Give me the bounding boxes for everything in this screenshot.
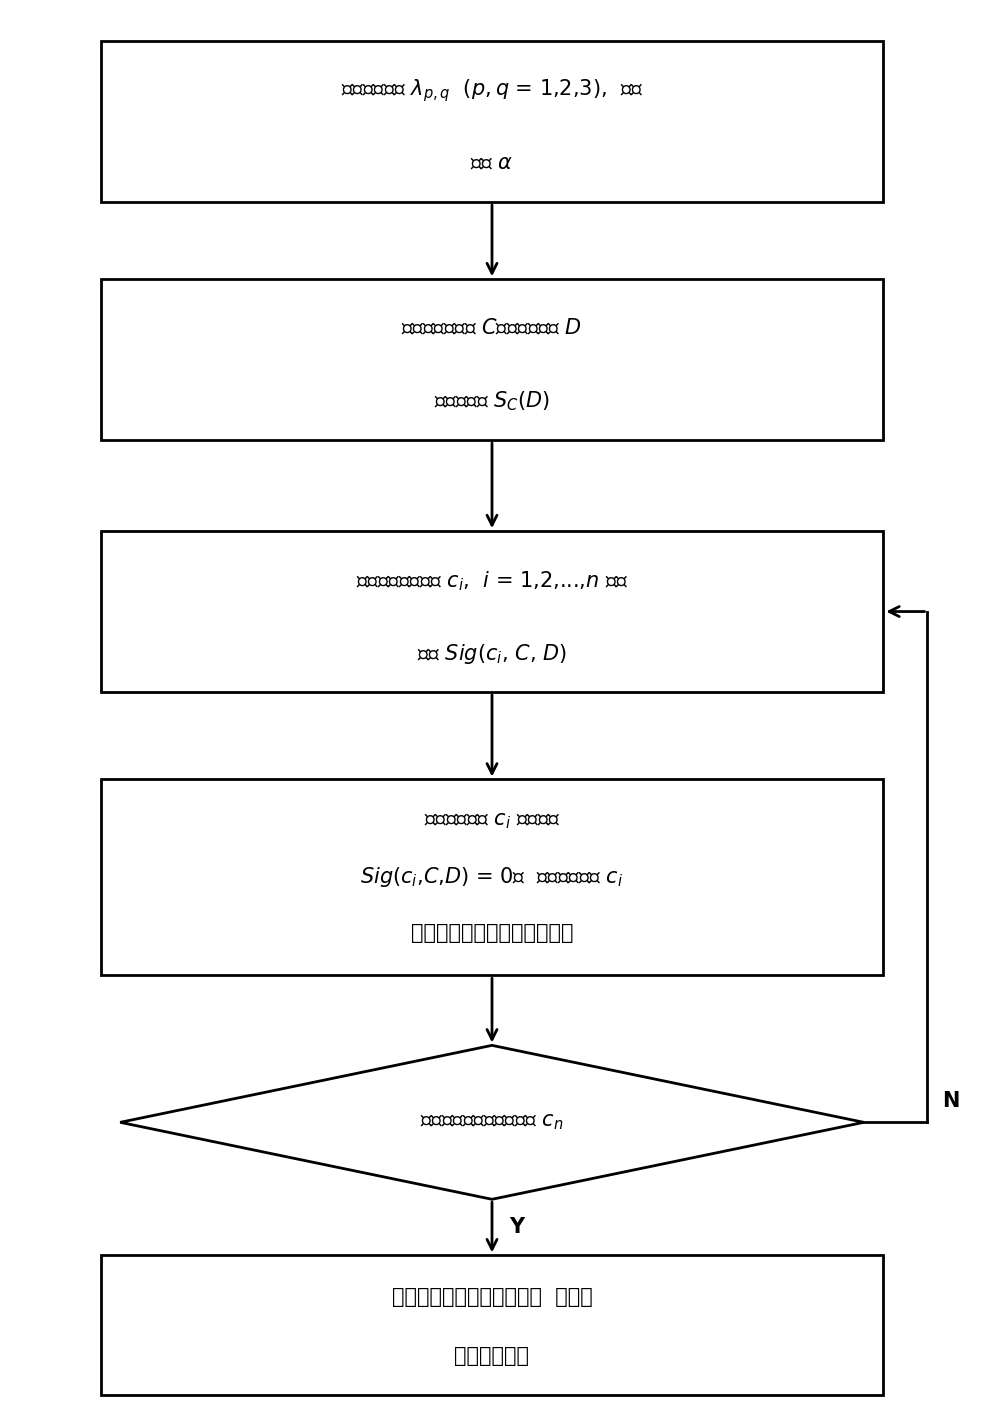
FancyBboxPatch shape <box>100 531 884 693</box>
Text: 计算征兆属性集 $C$关于决策属性 $D$: 计算征兆属性集 $C$关于决策属性 $D$ <box>401 319 583 339</box>
Text: 要度 $Sig$($c_i$, $C$, $D$): 要度 $Sig$($c_i$, $C$, $D$) <box>417 642 567 666</box>
Text: 是否为最后一个征兆属性 $c_n$: 是否为最后一个征兆属性 $c_n$ <box>420 1113 564 1132</box>
Text: Y: Y <box>509 1217 524 1238</box>
Text: 阈值 $\alpha$: 阈值 $\alpha$ <box>470 153 514 174</box>
Text: 是冗余的，否则是必不可少的: 是冗余的，否则是必不可少的 <box>410 923 574 943</box>
FancyBboxPatch shape <box>100 41 884 202</box>
Text: 的分类质量 $S_C(D)$: 的分类质量 $S_C(D)$ <box>434 389 550 413</box>
Text: 根据风险代价 $\lambda_{p,q}$  ($p,q$ = 1,2,3),  计算: 根据风险代价 $\lambda_{p,q}$ ($p,q$ = 1,2,3), … <box>340 77 644 104</box>
Text: 依次计算征兆属性 $c_i$,  $i$ = 1,2,...,$n$ 的重: 依次计算征兆属性 $c_i$, $i$ = 1,2,...,$n$ 的重 <box>355 569 629 593</box>
Text: 如果征兆属性 $c_i$ 的重要度: 如果征兆属性 $c_i$ 的重要度 <box>424 812 560 832</box>
FancyBboxPatch shape <box>100 1255 884 1395</box>
Text: 维征兆属性集: 维征兆属性集 <box>455 1346 529 1366</box>
FancyBboxPatch shape <box>100 280 884 440</box>
Text: $Sig$($c_i$,$C$,$D$) = 0，  那么征兆属性 $c_i$: $Sig$($c_i$,$C$,$D$) = 0， 那么征兆属性 $c_i$ <box>360 865 624 889</box>
FancyBboxPatch shape <box>100 780 884 975</box>
Text: 删除所有冗余的征兆属性，  获得低: 删除所有冗余的征兆属性， 获得低 <box>392 1287 592 1307</box>
Polygon shape <box>120 1045 864 1200</box>
Text: N: N <box>942 1092 959 1111</box>
